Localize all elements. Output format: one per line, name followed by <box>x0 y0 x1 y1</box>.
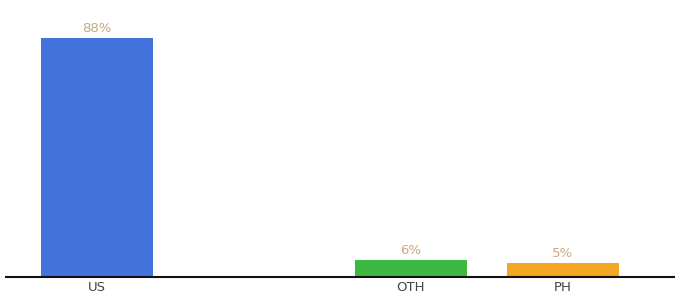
Text: 6%: 6% <box>401 244 422 257</box>
Bar <box>507 263 619 277</box>
Text: 88%: 88% <box>82 22 112 35</box>
Text: 5%: 5% <box>552 247 573 260</box>
Bar <box>355 260 466 277</box>
Bar <box>41 38 152 277</box>
